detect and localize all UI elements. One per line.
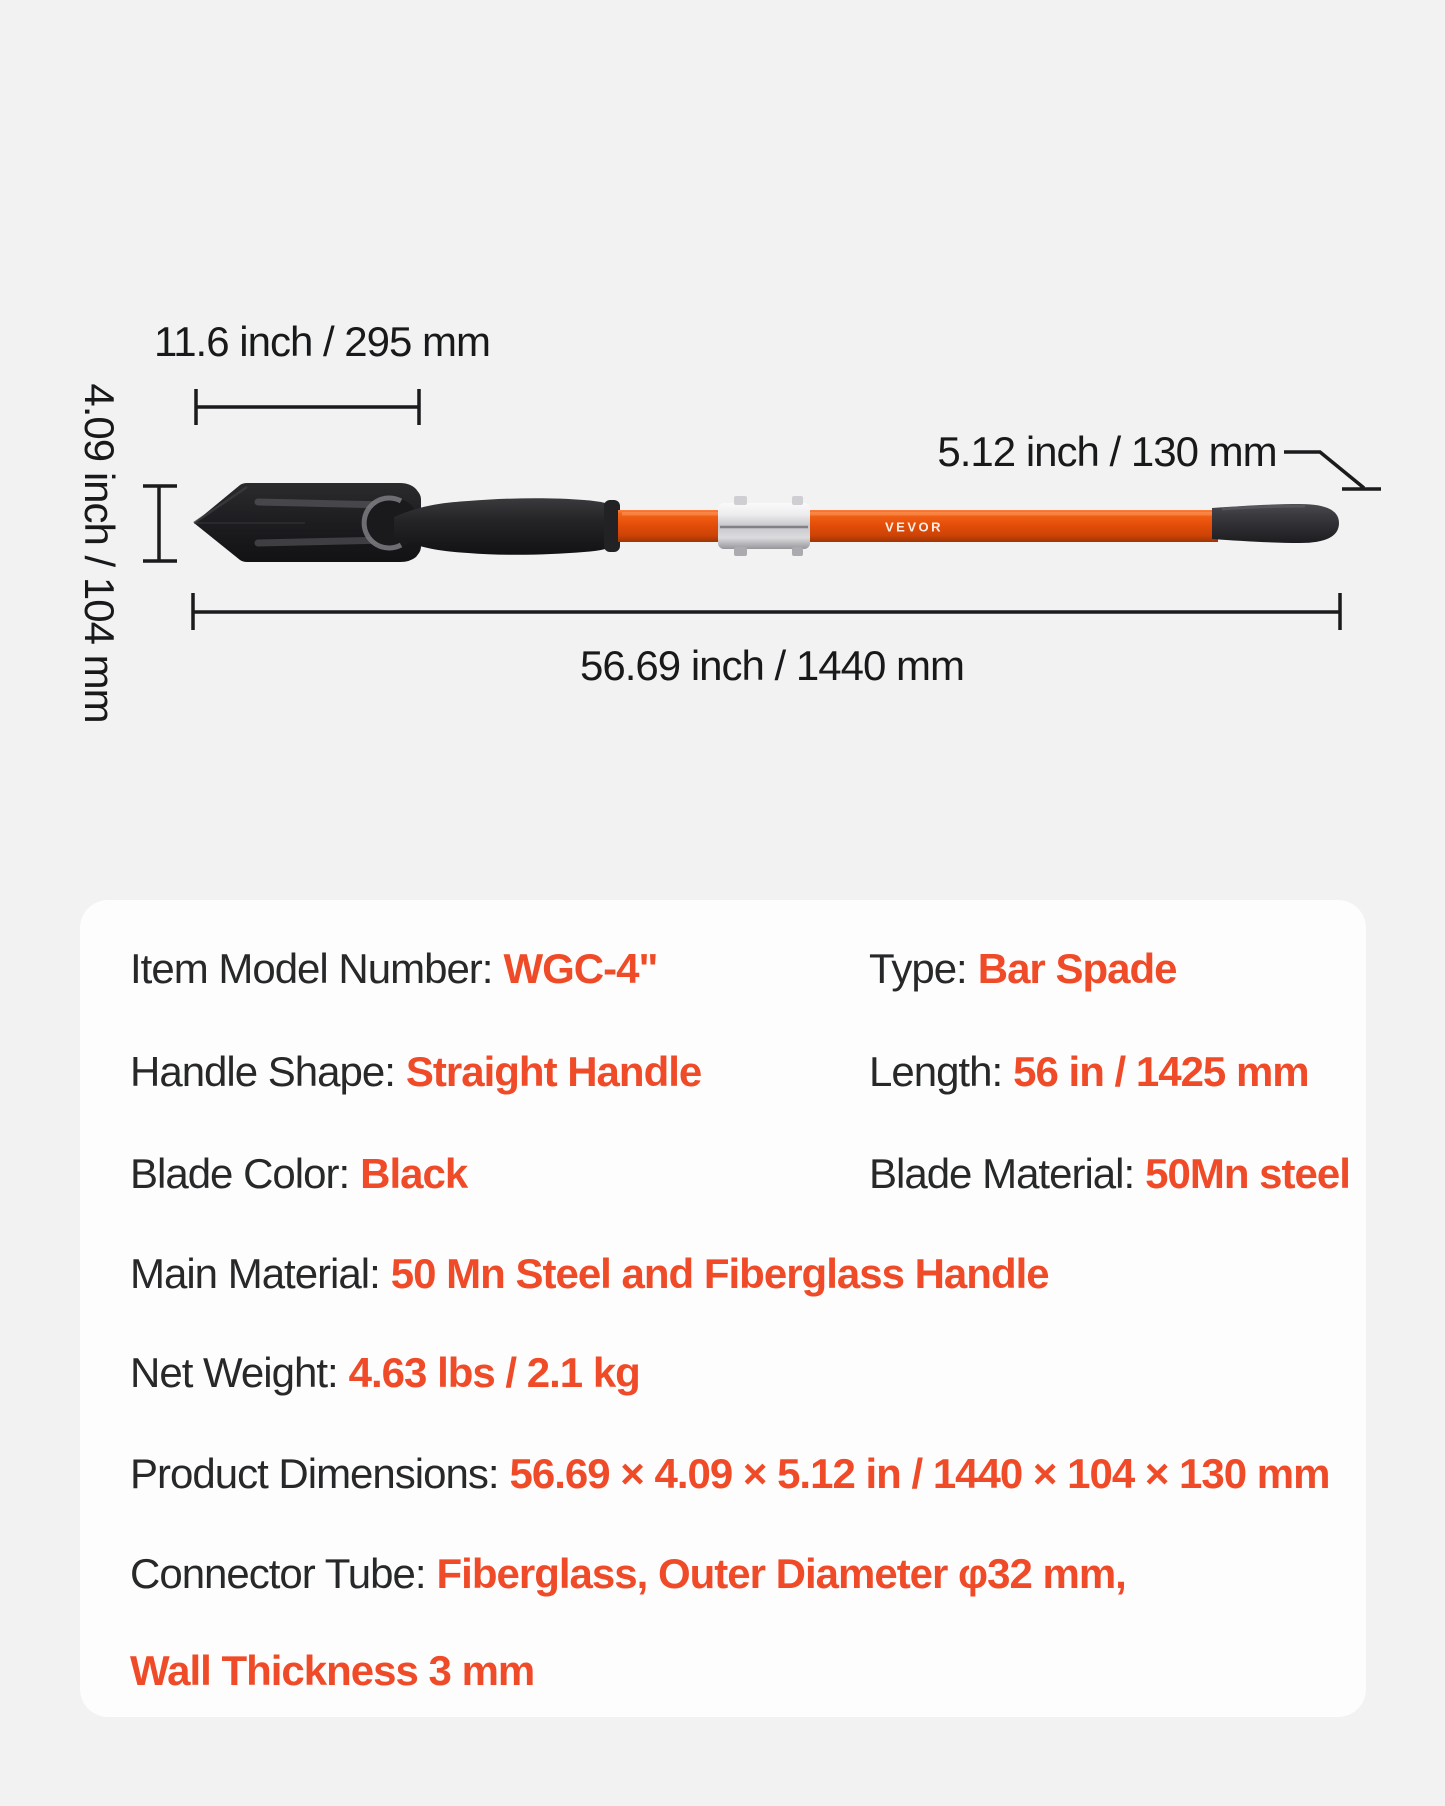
spec-row-blade-material: Blade Material: 50Mn steel <box>869 1149 1351 1199</box>
blade-groove-top <box>254 498 390 509</box>
collar-tab <box>734 547 747 556</box>
spec-value: Black <box>360 1150 468 1197</box>
blade-socket-sleeve <box>394 498 613 555</box>
grip-highlight <box>1221 504 1306 511</box>
spec-row-blade-color: Blade Color: Black <box>130 1149 468 1199</box>
spec-value: 50Mn steel <box>1145 1150 1351 1197</box>
spec-row-type: Type: Bar Spade <box>869 944 1178 994</box>
spec-value: Fiberglass, Outer Diameter φ32 mm, <box>436 1550 1127 1597</box>
spec-label: Blade Color: <box>130 1150 350 1197</box>
spec-label: Connector Tube: <box>130 1550 427 1597</box>
dim-total-length-label: 56.69 inch / 1440 mm <box>580 642 965 689</box>
spec-label: Main Material: <box>130 1250 381 1297</box>
dim-blade-width-label: 11.6 inch / 295 mm <box>153 318 491 365</box>
spec-card: Item Model Number: WGC-4" Type: Bar Spade … <box>80 900 1366 1717</box>
spec-label: Item Model Number: <box>130 945 493 992</box>
spec-value: Straight Handle <box>405 1048 702 1095</box>
spec-value: 4.63 lbs / 2.1 kg <box>348 1349 641 1396</box>
dim-blade-height-label: 4.09 inch / 104 mm <box>76 383 123 723</box>
spec-label: Net Weight: <box>130 1349 339 1396</box>
spec-row-wall-thickness: Wall Thickness 3 mm <box>130 1646 535 1696</box>
spec-label: Blade Material: <box>869 1150 1135 1197</box>
spec-row-product-dimensions: Product Dimensions: 56.69 × 4.09 × 5.12 i… <box>130 1449 1331 1499</box>
spec-label: Length: <box>869 1048 1003 1095</box>
spec-row-connector-tube: Connector Tube: Fiberglass, Outer Diamete… <box>130 1549 1127 1599</box>
brand-label: VEVOR <box>884 519 944 535</box>
collar-tab <box>792 496 803 505</box>
blade-crease-top <box>193 485 248 525</box>
spec-label: Type: <box>869 945 968 992</box>
blade-groove-bottom <box>254 536 390 547</box>
spec-row-main-material: Main Material: 50 Mn Steel and Fiberglass… <box>130 1249 1050 1299</box>
spec-value: 50 Mn Steel and Fiberglass Handle <box>390 1250 1050 1297</box>
spec-value: 56 in / 1425 mm <box>1013 1048 1310 1095</box>
dim-grip-leader-line <box>1284 450 1381 491</box>
collar-tab <box>734 496 747 505</box>
shovel-illustration <box>143 389 1381 630</box>
dim-grip-length-label: 5.12 inch / 130 mm <box>937 428 1277 475</box>
dim-blade-height-line <box>143 484 177 563</box>
spec-row-net-weight: Net Weight: 4.63 lbs / 2.1 kg <box>130 1348 641 1398</box>
handle-grip <box>1212 504 1339 543</box>
spec-label: Handle Shape: <box>130 1048 396 1095</box>
spec-label: Product Dimensions: <box>130 1450 499 1497</box>
spec-value: WGC-4" <box>503 945 658 992</box>
spec-value: 56.69 × 4.09 × 5.12 in / 1440 × 104 × 13… <box>509 1450 1331 1497</box>
socket-clamp-highlight <box>361 495 403 551</box>
dim-total-length-line <box>191 593 1342 630</box>
collar-tab <box>792 547 803 556</box>
spec-row-length: Length: 56 in / 1425 mm <box>869 1047 1310 1097</box>
spec-value: Bar Spade <box>977 945 1178 992</box>
spec-row-item-model: Item Model Number: WGC-4" <box>130 944 658 994</box>
shaft-highlight <box>622 512 1214 516</box>
sleeve-end-ring <box>604 500 620 552</box>
product-figure: 11.6 inch / 295 mm 4.09 inch / 104 mm 5.… <box>0 0 1445 900</box>
spec-value: Wall Thickness 3 mm <box>130 1647 535 1694</box>
spec-row-handle-shape: Handle Shape: Straight Handle <box>130 1047 702 1097</box>
dim-blade-width-line <box>194 389 421 425</box>
